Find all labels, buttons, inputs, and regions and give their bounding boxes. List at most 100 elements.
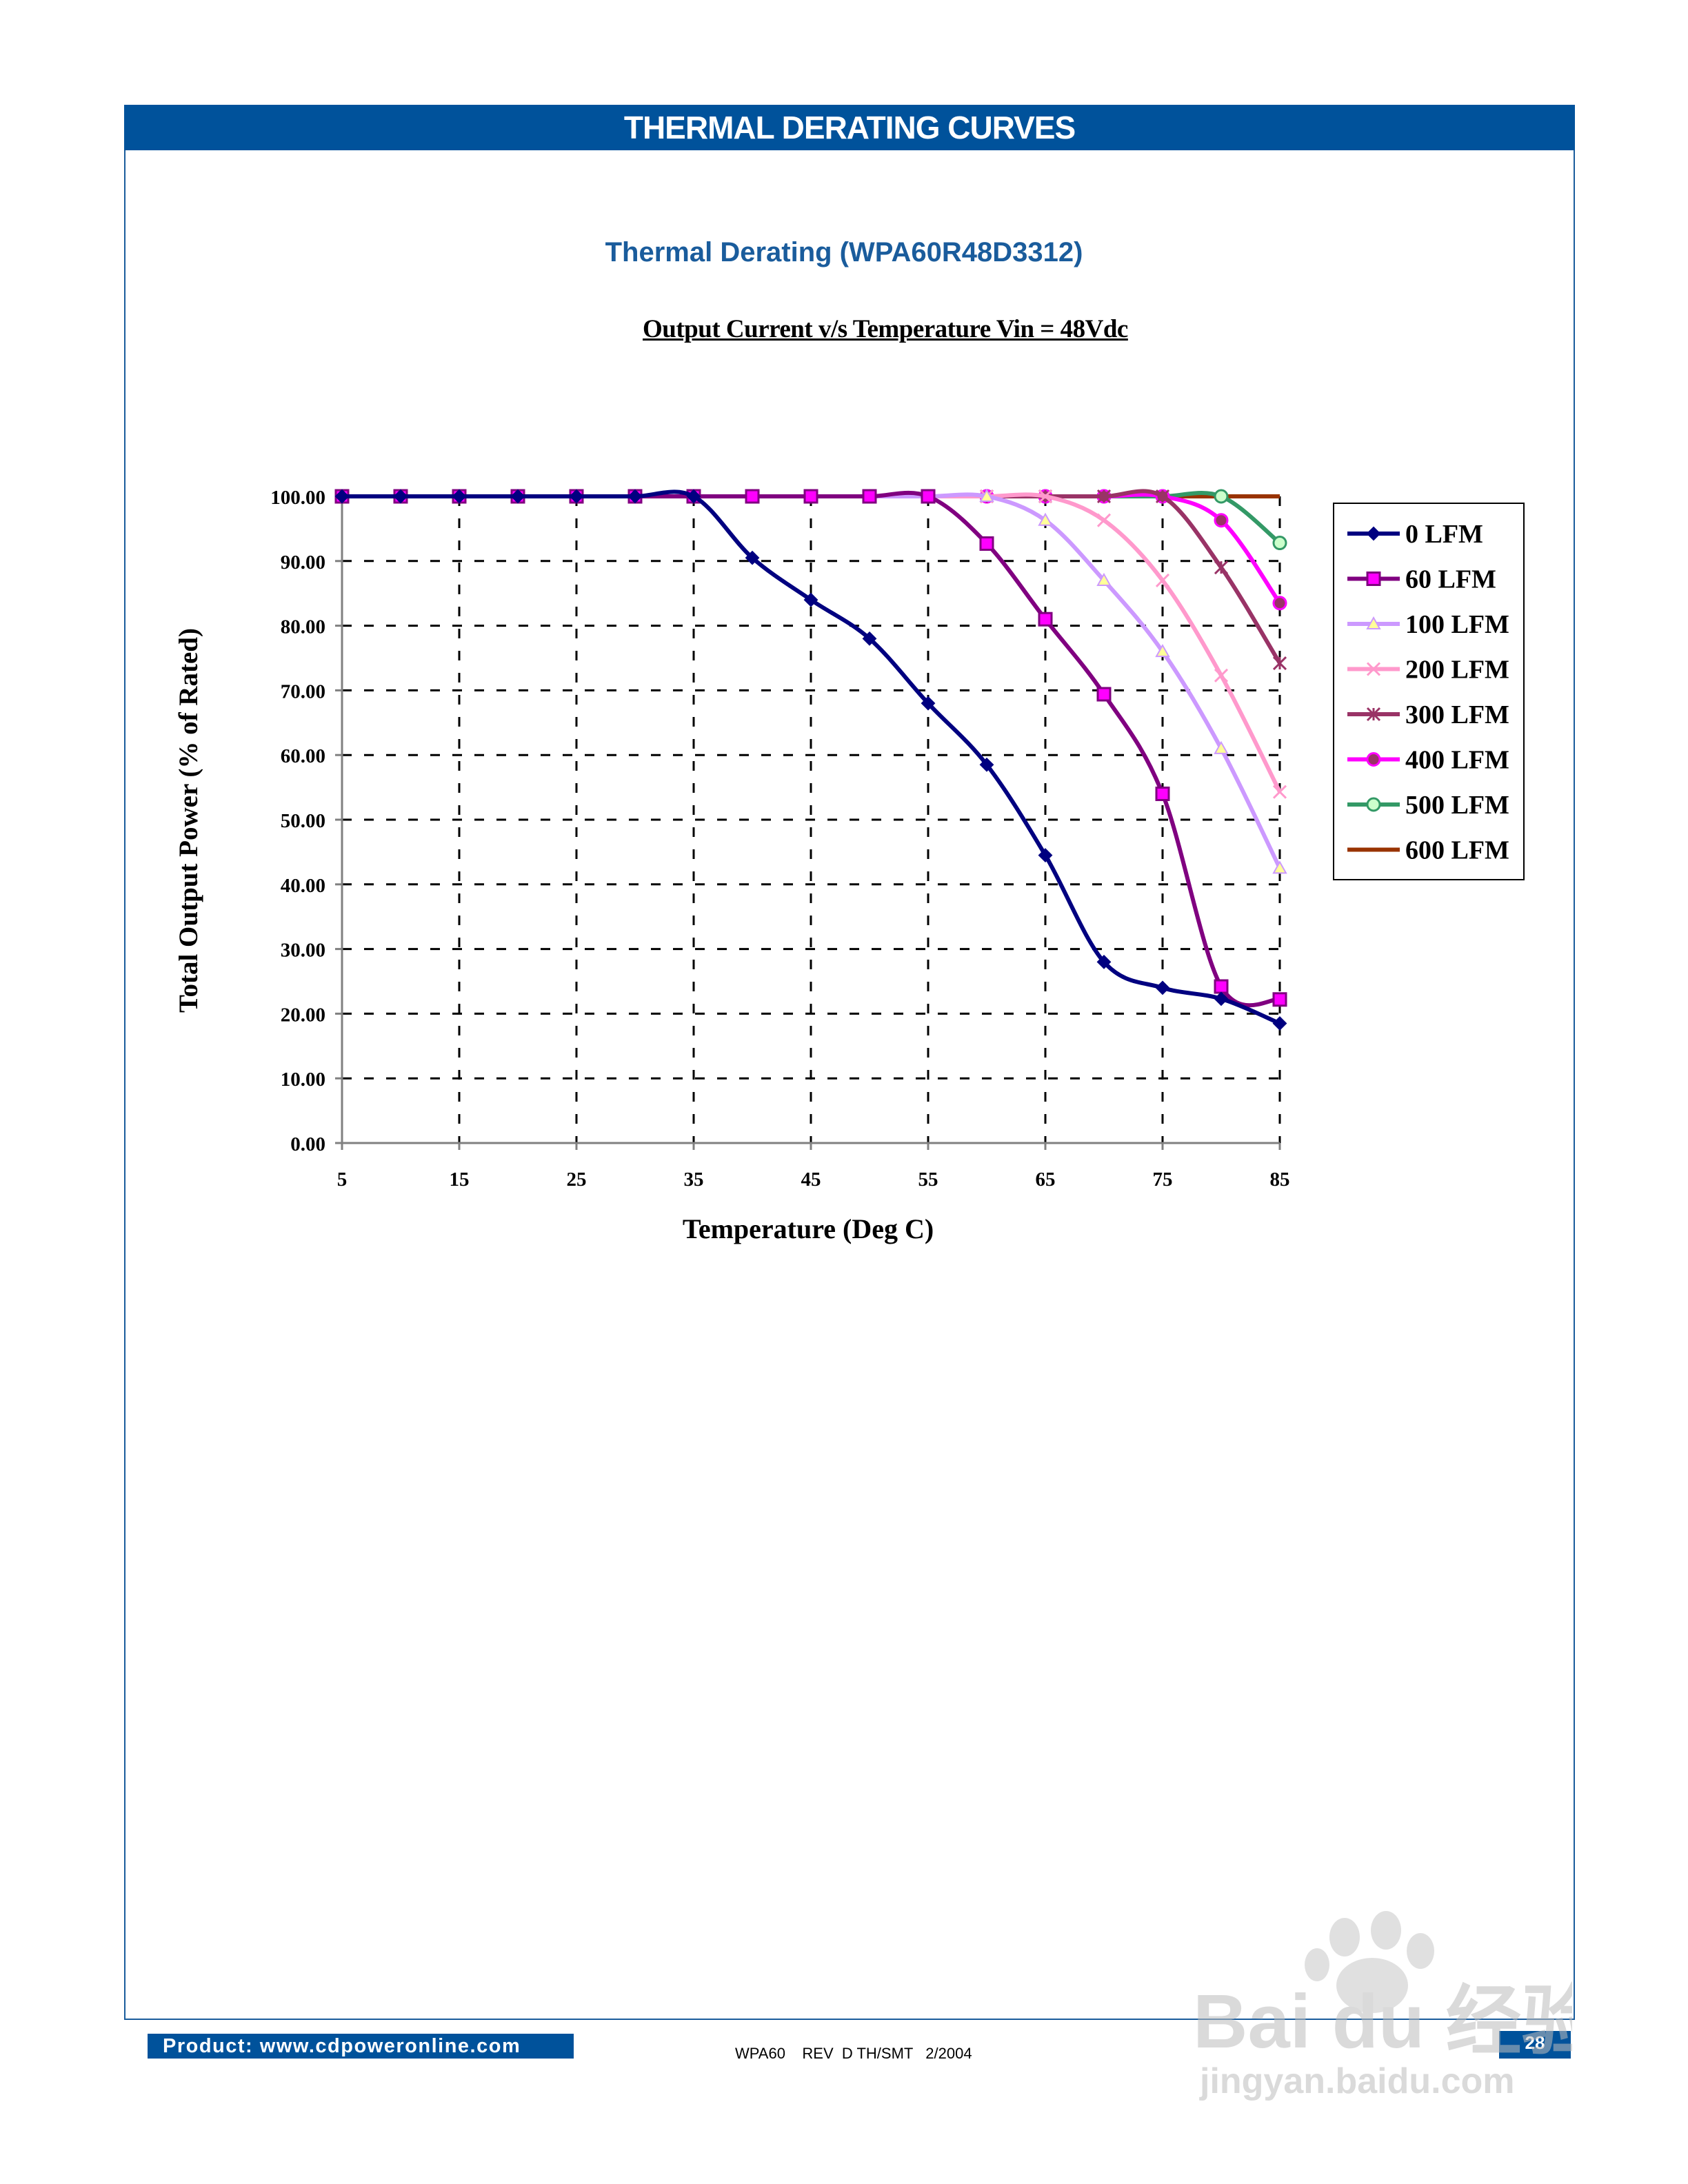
legend-item: 400 LFM: [1347, 746, 1509, 775]
data-point: [1272, 596, 1287, 611]
legend-marker: [1366, 707, 1381, 722]
data-point: [1214, 489, 1229, 504]
data-point: [1272, 656, 1287, 671]
data-point: [921, 696, 936, 711]
y-tick-label: 10.00: [281, 1069, 325, 1091]
legend-label: 0 LFM: [1405, 520, 1483, 549]
legend-marker: [1366, 662, 1381, 676]
y-tick-label: 40.00: [281, 875, 325, 897]
data-point: [1272, 536, 1287, 551]
legend-label: 200 LFM: [1405, 656, 1509, 685]
data-point: [1155, 489, 1170, 504]
data-point: [862, 489, 877, 504]
data-point: [1096, 687, 1112, 702]
data-point: [1096, 513, 1112, 527]
x-tick-label: 5: [337, 1169, 348, 1191]
y-tick-label: 60.00: [281, 745, 325, 767]
data-point: [334, 489, 350, 504]
data-point: [1272, 785, 1287, 799]
data-point: [569, 489, 584, 504]
legend-box: [1333, 503, 1525, 880]
legend-label: 60 LFM: [1405, 565, 1496, 594]
data-point: [1155, 644, 1170, 658]
watermark-url: jingyan.baidu.com: [1199, 2061, 1515, 2101]
series-300-lfm: [334, 489, 1287, 671]
watermark-brand: Bai du 经验: [1193, 1979, 1572, 2064]
x-tick-label: 85: [1270, 1169, 1290, 1191]
y-tick-label: 50.00: [281, 810, 325, 832]
legend-marker: [1366, 572, 1381, 586]
legend-marker: [1366, 526, 1381, 541]
data-point: [1214, 991, 1229, 1007]
data-point: [452, 489, 467, 504]
legend-label: 400 LFM: [1405, 746, 1509, 775]
legend-item: 100 LFM: [1347, 610, 1509, 639]
y-tick-label: 70.00: [281, 680, 325, 702]
legend-label: 600 LFM: [1405, 836, 1509, 865]
data-point: [1214, 560, 1229, 575]
data-point: [1155, 786, 1170, 801]
data-point: [1214, 513, 1229, 528]
data-point: [1038, 611, 1053, 627]
y-tick-label: 0.00: [290, 1133, 325, 1155]
data-point: [510, 489, 525, 504]
data-point: [1214, 740, 1229, 754]
legend-label: 300 LFM: [1405, 700, 1509, 729]
y-tick-label: 30.00: [281, 940, 325, 962]
page-header: THERMAL DERATING CURVES: [124, 105, 1575, 150]
x-tick-label: 25: [567, 1169, 587, 1191]
x-axis-title: Temperature (Deg C): [683, 1213, 934, 1244]
data-point: [627, 489, 643, 504]
x-tick-label: 45: [801, 1169, 821, 1191]
x-tick-label: 15: [450, 1169, 470, 1191]
data-point: [979, 536, 994, 551]
data-point: [1038, 489, 1053, 504]
y-tick-label: 20.00: [281, 1004, 325, 1026]
x-tick-label: 75: [1153, 1169, 1173, 1191]
data-point: [1096, 489, 1112, 504]
footer-doc-ref: WPA60 REV D TH/SMT 2/2004: [735, 2045, 972, 2062]
x-tick-label: 65: [1036, 1169, 1056, 1191]
legend-item: 200 LFM: [1347, 656, 1509, 685]
data-point: [921, 489, 936, 504]
series-0-lfm: [334, 489, 1287, 1031]
data-point: [686, 489, 701, 504]
data-point: [1038, 512, 1053, 526]
legend-item: 500 LFM: [1347, 791, 1509, 820]
x-tick-label: 35: [684, 1169, 704, 1191]
y-tick-label: 100.00: [270, 487, 325, 509]
data-point: [1096, 954, 1112, 969]
legend-label: 100 LFM: [1405, 610, 1509, 639]
data-point: [1272, 1016, 1287, 1031]
data-point: [1155, 980, 1170, 995]
data-point: [1096, 572, 1112, 586]
data-point: [745, 489, 760, 504]
data-point: [1214, 979, 1229, 994]
legend-marker: [1366, 616, 1381, 629]
legend-marker: [1366, 797, 1381, 812]
page-number: 28: [1499, 2031, 1571, 2059]
data-point: [1214, 668, 1229, 682]
baidu-watermark: Bai du 经验 jingyan.baidu.com: [1193, 1911, 1572, 2101]
data-point: [1272, 860, 1287, 874]
data-point: [1155, 573, 1170, 588]
legend-item: 300 LFM: [1347, 700, 1509, 729]
data-point: [862, 631, 877, 646]
legend-marker: [1366, 752, 1381, 767]
data-point: [979, 757, 994, 772]
legend-item: 0 LFM: [1347, 520, 1483, 549]
data-point: [979, 488, 994, 502]
legend-label: 500 LFM: [1405, 791, 1509, 820]
footer-product-link[interactable]: Product: www.cdpoweronline.com: [148, 2034, 574, 2059]
derating-chart: 0.00 10.00 20.00 30.00 40.00 50.00 60.00 70.00 8…: [174, 487, 1525, 1244]
data-point: [803, 592, 818, 607]
data-point: [803, 489, 818, 504]
x-tick-label: 55: [918, 1169, 938, 1191]
legend-item: 60 LFM: [1347, 565, 1496, 594]
y-axis-title: Total Output Power (% of Rated): [174, 628, 203, 1013]
y-tick-label: 90.00: [281, 552, 325, 574]
data-point: [1038, 848, 1053, 863]
data-point: [1272, 992, 1287, 1007]
chart-subtitle: Output Current v/s Temperature Vin = 48V…: [643, 315, 1128, 343]
y-tick-label: 80.00: [281, 616, 325, 638]
